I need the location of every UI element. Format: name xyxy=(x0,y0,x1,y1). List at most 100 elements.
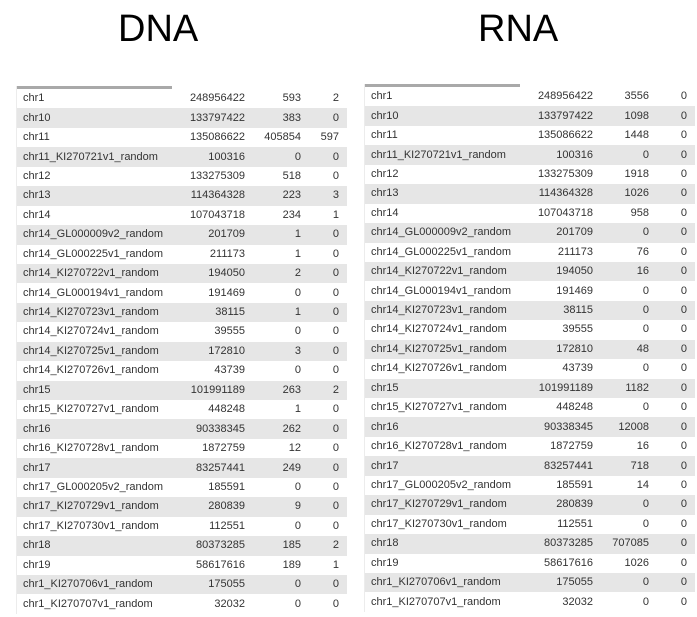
count-a-cell: 0 xyxy=(597,398,653,418)
count-a-cell: 12008 xyxy=(597,417,653,437)
count-a-cell: 48 xyxy=(597,339,653,360)
table-row[interactable]: chr18 80373285 707085 0 xyxy=(365,534,695,554)
chromosome-name-cell: chr17_KI270730v1_random xyxy=(365,514,527,535)
count-a-cell: 189 xyxy=(249,555,305,575)
count-b-cell: 0 xyxy=(653,125,695,146)
chromosome-length-cell: 191469 xyxy=(527,281,597,301)
table-row[interactable]: chr13 114364328 1026 0 xyxy=(365,184,695,204)
table-row[interactable]: chr14_KI270722v1_random 194050 16 0 xyxy=(365,261,695,282)
count-b-cell: 0 xyxy=(653,106,695,126)
table-row[interactable]: chr14_KI270722v1_random 194050 2 0 xyxy=(17,263,347,284)
table-row[interactable]: chr16_KI270728v1_random 1872759 12 0 xyxy=(17,438,347,459)
chromosome-name-cell: chr15 xyxy=(17,380,179,400)
chromosome-name-cell: chr16 xyxy=(365,417,527,437)
count-b-cell: 0 xyxy=(305,302,347,323)
chromosome-length-cell: 172810 xyxy=(527,339,597,360)
table-row[interactable]: chr11_KI270721v1_random 100316 0 0 xyxy=(365,145,695,165)
count-b-cell: 1 xyxy=(305,205,347,226)
table-row[interactable]: chr14_KI270725v1_random 172810 3 0 xyxy=(17,341,347,362)
count-b-cell: 597 xyxy=(305,127,347,148)
table-row[interactable]: chr15 101991189 1182 0 xyxy=(365,378,695,398)
chromosome-name-cell: chr1 xyxy=(365,87,527,107)
table-row[interactable]: chr14_KI270723v1_random 38115 1 0 xyxy=(17,302,347,323)
chromosome-name-cell: chr14_KI270722v1_random xyxy=(17,263,179,284)
table-row[interactable]: chr17 83257441 718 0 xyxy=(365,456,695,476)
table-row[interactable]: chr14_KI270724v1_random 39555 0 0 xyxy=(17,322,347,342)
chromosome-name-cell: chr15 xyxy=(365,378,527,398)
table-row[interactable]: chr14 107043718 234 1 xyxy=(17,205,347,226)
chromosome-length-cell: 39555 xyxy=(527,320,597,340)
table-row[interactable]: chr14 107043718 958 0 xyxy=(365,203,695,224)
chromosome-length-cell: 32032 xyxy=(179,594,249,614)
table-row[interactable]: chr1 248956422 593 2 xyxy=(17,89,347,109)
table-row[interactable]: chr16 90338345 12008 0 xyxy=(365,417,695,437)
table-row[interactable]: chr10 133797422 1098 0 xyxy=(365,106,695,126)
table-row[interactable]: chr11 135086622 405854 597 xyxy=(17,127,347,148)
chromosome-name-cell: chr1_KI270707v1_random xyxy=(365,592,527,612)
chromosome-name-cell: chr17_KI270729v1_random xyxy=(17,497,179,517)
count-a-cell: 593 xyxy=(249,89,305,109)
count-a-cell: 1098 xyxy=(597,106,653,126)
table-row[interactable]: chr14_GL000009v2_random 201709 1 0 xyxy=(17,225,347,245)
chromosome-name-cell: chr14 xyxy=(17,205,179,226)
table-row[interactable]: chr12 133275309 1918 0 xyxy=(365,164,695,185)
table-row[interactable]: chr1_KI270707v1_random 32032 0 0 xyxy=(365,592,695,612)
table-row[interactable]: chr1_KI270706v1_random 175055 0 0 xyxy=(365,572,695,593)
count-b-cell: 1 xyxy=(305,555,347,575)
table-row[interactable]: chr17_KI270730v1_random 112551 0 0 xyxy=(17,516,347,537)
count-a-cell: 1 xyxy=(249,225,305,245)
table-row[interactable]: chr18 80373285 185 2 xyxy=(17,536,347,556)
table-row[interactable]: chr14_KI270726v1_random 43739 0 0 xyxy=(17,361,347,381)
table-row[interactable]: chr15_KI270727v1_random 448248 1 0 xyxy=(17,400,347,420)
table-row[interactable]: chr14_GL000009v2_random 201709 0 0 xyxy=(365,223,695,243)
table-row[interactable]: chr15 101991189 263 2 xyxy=(17,380,347,400)
table-row[interactable]: chr17_GL000205v2_random 185591 14 0 xyxy=(365,475,695,496)
count-b-cell: 0 xyxy=(305,361,347,381)
table-row[interactable]: chr19 58617616 189 1 xyxy=(17,555,347,575)
table-row[interactable]: chr14_GL000225v1_random 211173 76 0 xyxy=(365,242,695,262)
count-b-cell: 2 xyxy=(305,536,347,556)
table-row[interactable]: chr1 248956422 3556 0 xyxy=(365,87,695,107)
table-row[interactable]: chr14_KI270726v1_random 43739 0 0 xyxy=(365,359,695,379)
table-row[interactable]: chr13 114364328 223 3 xyxy=(17,186,347,206)
count-b-cell: 0 xyxy=(305,438,347,459)
dna-table-body: chr1 248956422 593 2 chr10 133797422 383 0 chr11… xyxy=(17,89,347,614)
table-row[interactable]: chr11_KI270721v1_random 100316 0 0 xyxy=(17,147,347,167)
count-a-cell: 0 xyxy=(597,300,653,321)
count-b-cell: 0 xyxy=(305,458,347,478)
rna-table-container[interactable]: chr1 248956422 3556 0 chr10 133797422 1098 0 chr… xyxy=(364,84,695,612)
table-row[interactable]: chr14_GL000194v1_random 191469 0 0 xyxy=(17,283,347,303)
table-row[interactable]: chr17_KI270729v1_random 280839 9 0 xyxy=(17,497,347,517)
table-row[interactable]: chr17_KI270730v1_random 112551 0 0 xyxy=(365,514,695,535)
chromosome-length-cell: 32032 xyxy=(527,592,597,612)
count-a-cell: 0 xyxy=(249,594,305,614)
chromosome-length-cell: 448248 xyxy=(527,398,597,418)
table-row[interactable]: chr11 135086622 1448 0 xyxy=(365,125,695,146)
table-row[interactable]: chr1_KI270707v1_random 32032 0 0 xyxy=(17,594,347,614)
chromosome-length-cell: 175055 xyxy=(179,574,249,595)
table-row[interactable]: chr14_KI270724v1_random 39555 0 0 xyxy=(365,320,695,340)
table-row[interactable]: chr15_KI270727v1_random 448248 0 0 xyxy=(365,398,695,418)
table-row[interactable]: chr14_KI270725v1_random 172810 48 0 xyxy=(365,339,695,360)
table-row[interactable]: chr10 133797422 383 0 xyxy=(17,108,347,128)
table-row[interactable]: chr16_KI270728v1_random 1872759 16 0 xyxy=(365,436,695,457)
count-a-cell: 16 xyxy=(597,261,653,282)
table-row[interactable]: chr14_GL000194v1_random 191469 0 0 xyxy=(365,281,695,301)
count-b-cell: 0 xyxy=(653,553,695,573)
table-row[interactable]: chr17_GL000205v2_random 185591 0 0 xyxy=(17,477,347,498)
table-row[interactable]: chr1_KI270706v1_random 175055 0 0 xyxy=(17,574,347,595)
chromosome-name-cell: chr14_KI270726v1_random xyxy=(17,361,179,381)
table-row[interactable]: chr14_GL000225v1_random 211173 1 0 xyxy=(17,244,347,264)
table-row[interactable]: chr12 133275309 518 0 xyxy=(17,166,347,187)
dna-title: DNA xyxy=(118,8,199,50)
table-row[interactable]: chr16 90338345 262 0 xyxy=(17,419,347,439)
count-a-cell: 234 xyxy=(249,205,305,226)
table-row[interactable]: chr17 83257441 249 0 xyxy=(17,458,347,478)
chromosome-name-cell: chr14_KI270723v1_random xyxy=(365,300,527,321)
dna-table-container[interactable]: chr1 248956422 593 2 chr10 133797422 383 0 chr11… xyxy=(16,86,347,614)
table-row[interactable]: chr17_KI270729v1_random 280839 0 0 xyxy=(365,495,695,515)
count-a-cell: 0 xyxy=(249,477,305,498)
table-row[interactable]: chr19 58617616 1026 0 xyxy=(365,553,695,573)
table-row[interactable]: chr14_KI270723v1_random 38115 0 0 xyxy=(365,300,695,321)
count-b-cell: 0 xyxy=(653,223,695,243)
